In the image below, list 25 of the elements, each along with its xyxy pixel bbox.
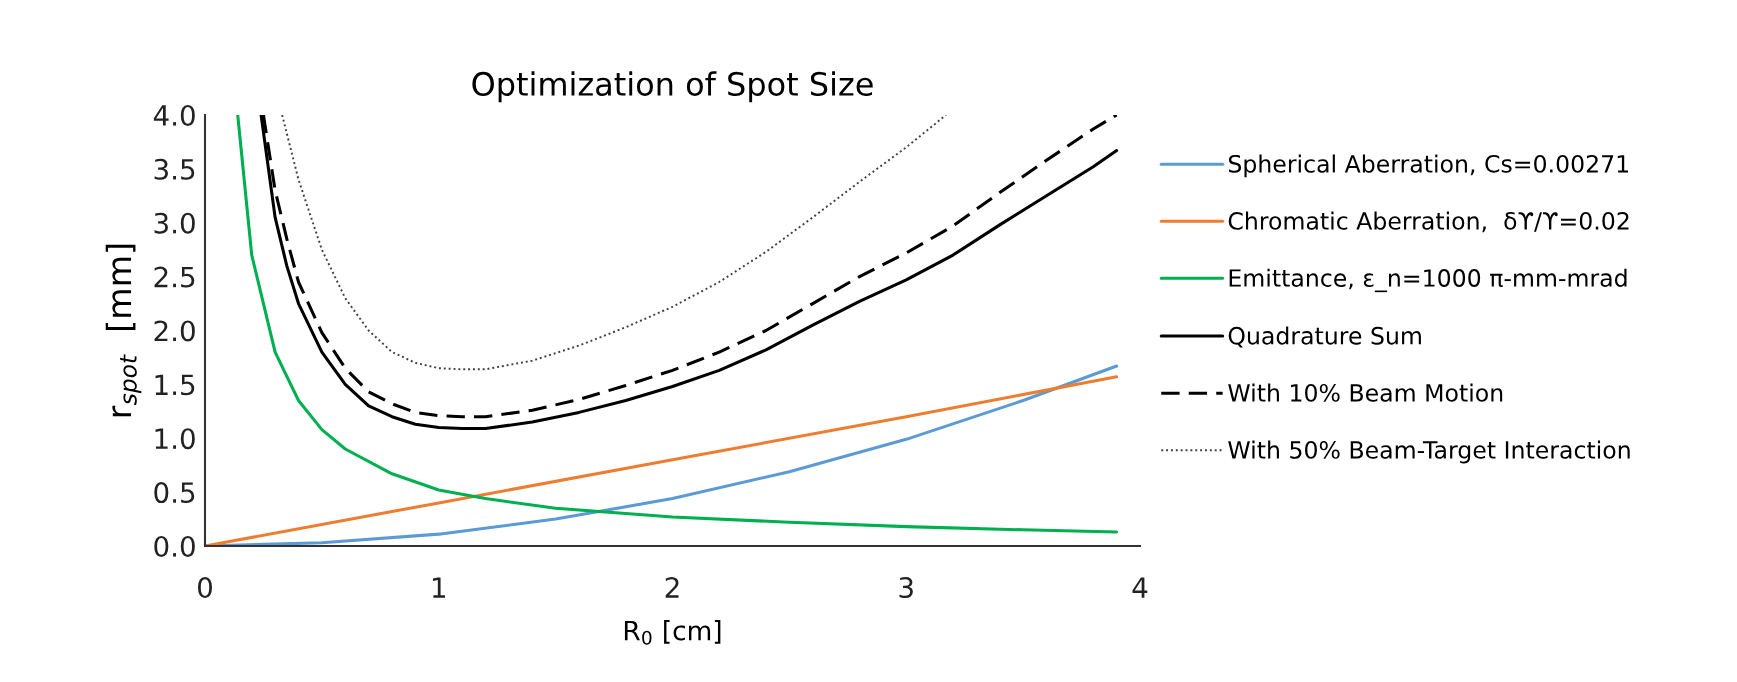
y-tick-label: 4.0 [153, 104, 195, 126]
x-tick-label: 4 [1132, 577, 1148, 598]
x-axis-title: R$_{0}$ [cm] [624, 620, 721, 645]
y-tick-label: 1.5 [155, 374, 195, 396]
x-tick-label: 0 [197, 577, 212, 599]
legend-label: With 50% Beam-Target Interaction [1228, 440, 1630, 464]
legend-label: With 10% Beam Motion [1228, 383, 1503, 402]
legend-label: Quadrature Sum [1228, 326, 1421, 348]
x-tick-label: 1 [432, 577, 446, 598]
legend-label: Chromatic Aberration, δϒ/ϒ=0.02 [1228, 211, 1629, 233]
legend-label: Spherical Aberration, Cs=0.00271 [1228, 154, 1629, 178]
y-axis-title: r$_{spot}$ [mm] [105, 244, 142, 417]
y-tick-label: 0.0 [154, 535, 195, 557]
chart-title: Optimization of Spot Size [472, 71, 873, 103]
y-tick-label: 2.0 [154, 320, 195, 342]
x-tick-label: 2 [665, 577, 679, 598]
y-tick-label: 0.5 [154, 482, 195, 504]
y-tick-label: 1.0 [155, 428, 195, 450]
y-tick-label: 3.0 [154, 212, 195, 234]
y-tick-label: 2.5 [154, 266, 195, 288]
y-tick-label: 3.5 [154, 158, 195, 180]
line-series [236, 115, 1119, 534]
line-series [281, 115, 947, 371]
legend-label: Emittance, ε_n=1000 π-mm-mrad [1229, 268, 1627, 293]
x-tick-label: 3 [899, 577, 913, 599]
